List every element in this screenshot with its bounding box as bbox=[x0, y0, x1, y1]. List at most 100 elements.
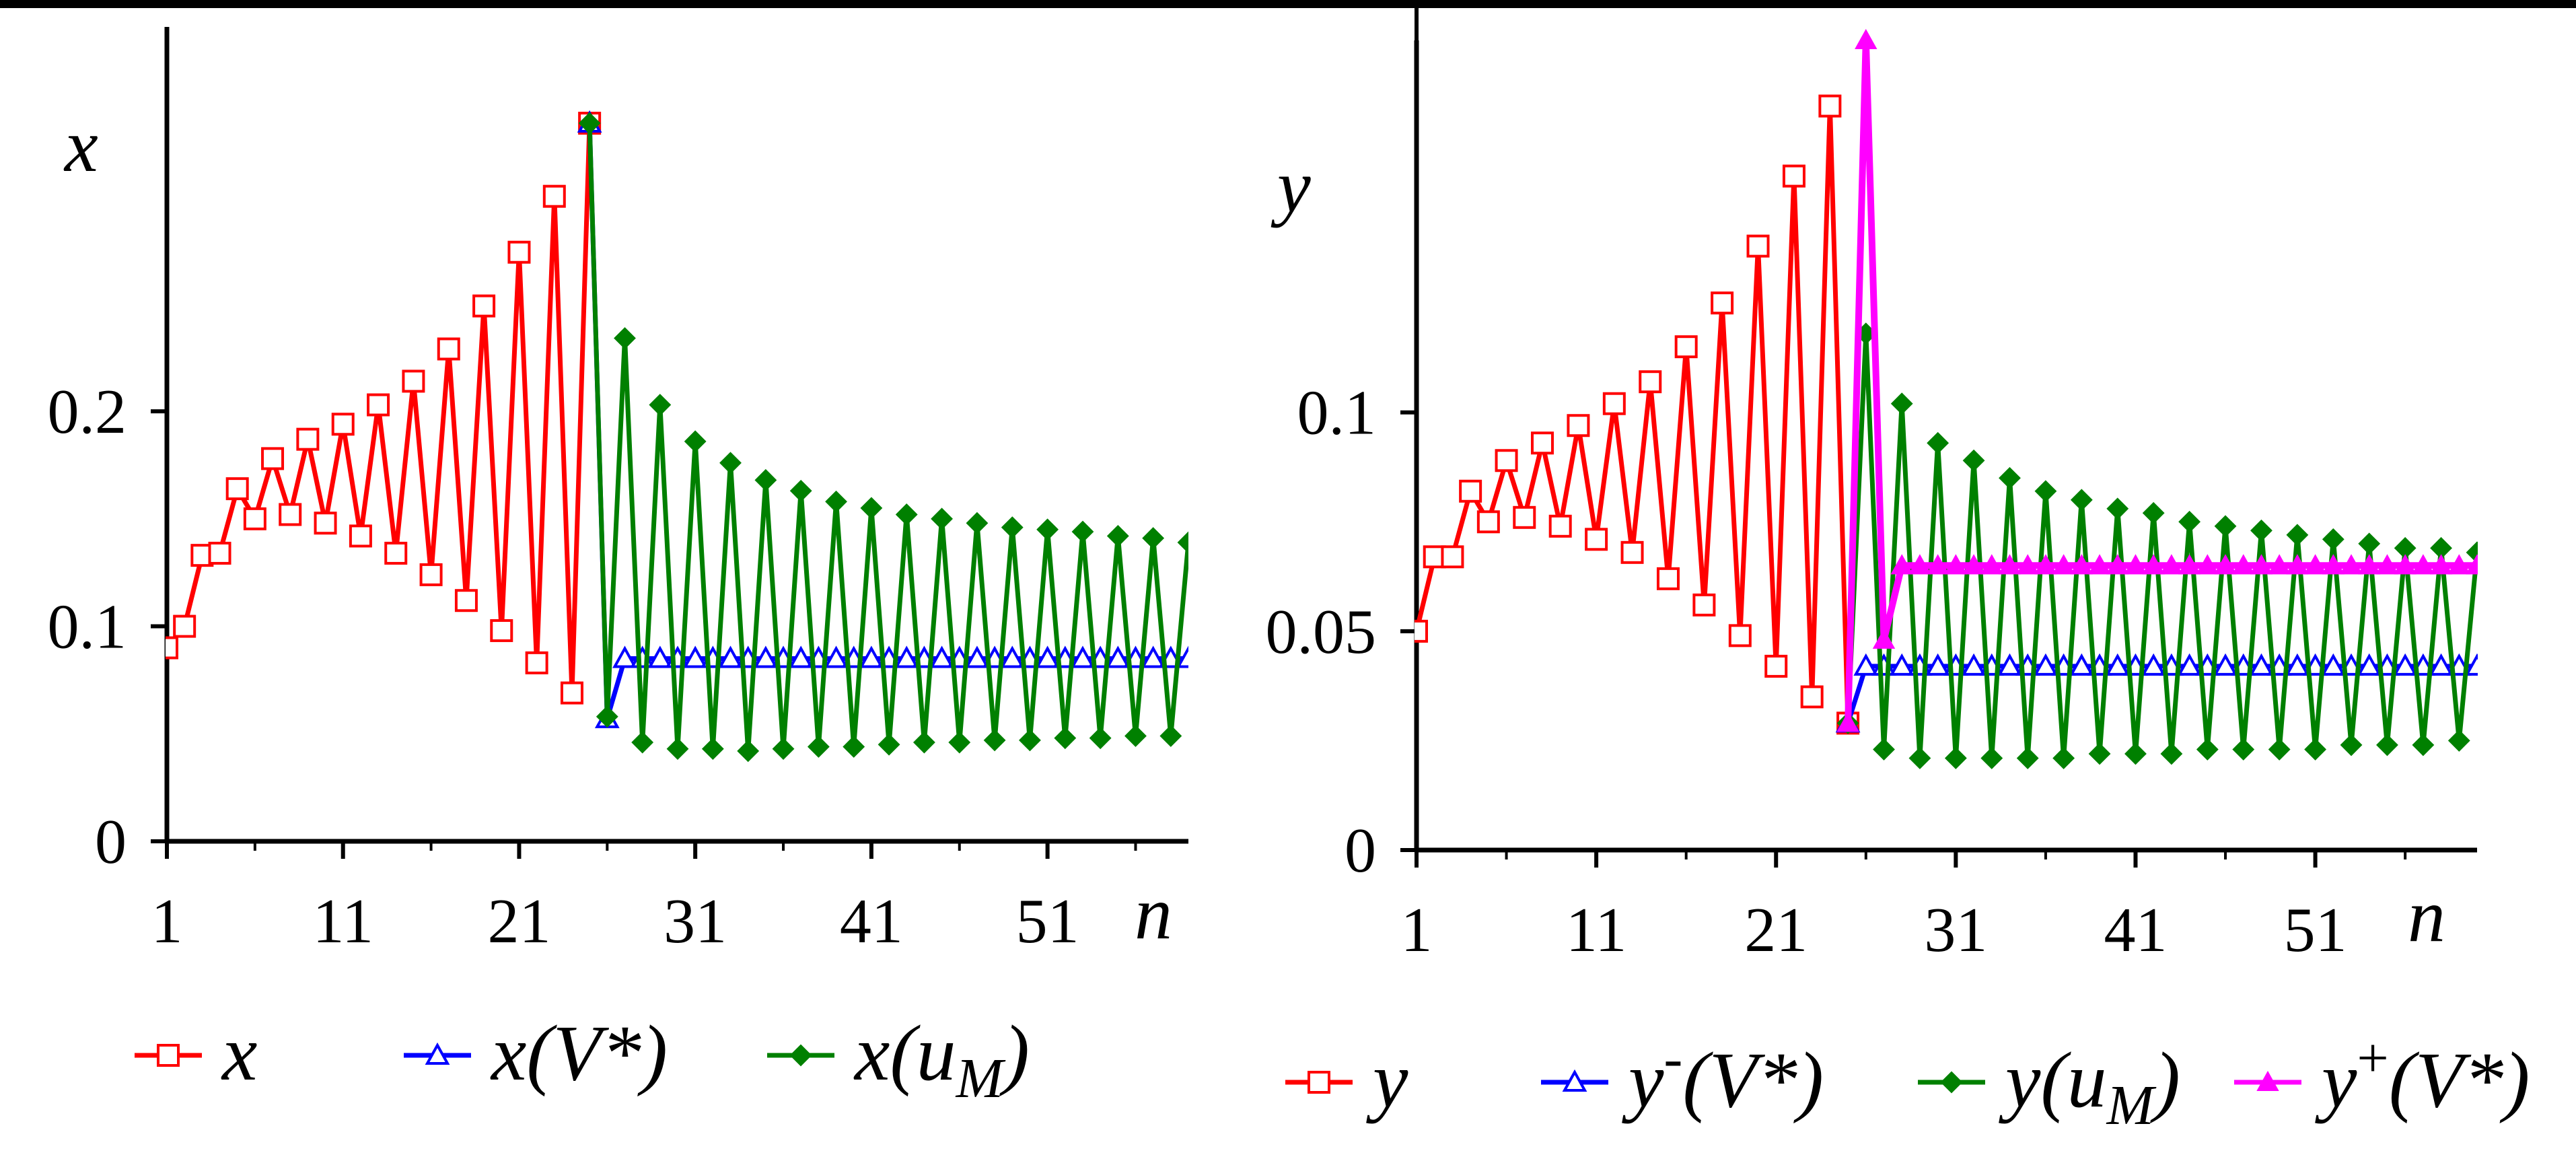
filled-triangle-marker bbox=[2196, 554, 2219, 575]
filled-triangle-marker bbox=[2268, 554, 2291, 575]
open-square-marker bbox=[1476, 510, 1500, 534]
series-y bbox=[1415, 94, 1860, 735]
filled-diamond-marker bbox=[2322, 528, 2345, 551]
legend-item-x: x bbox=[135, 1009, 257, 1097]
filled-diamond-marker bbox=[614, 327, 636, 349]
series-line bbox=[1415, 104, 1851, 724]
legend-item-x-v: x(V*) bbox=[404, 1009, 668, 1097]
filled-diamond-marker bbox=[1071, 520, 1094, 543]
filled-diamond-marker bbox=[2106, 497, 2129, 520]
x-tick-label: 31 bbox=[1924, 895, 1987, 965]
open-square-marker bbox=[243, 507, 266, 530]
filled-triangle-marker bbox=[2160, 554, 2183, 575]
open-square-marker bbox=[454, 589, 478, 612]
open-square-marker bbox=[1530, 431, 1554, 455]
filled-diamond-marker bbox=[878, 733, 900, 756]
x-tick-label: 41 bbox=[840, 886, 903, 956]
open-triangle-marker bbox=[1562, 1069, 1587, 1092]
filled-diamond-marker bbox=[913, 731, 935, 754]
filled-diamond-marker bbox=[2358, 532, 2381, 555]
series-y-v bbox=[1836, 28, 2478, 732]
filled-diamond-marker bbox=[843, 736, 865, 758]
filled-triangle-marker bbox=[1890, 554, 1913, 575]
open-triangle-marker bbox=[2285, 653, 2310, 676]
filled-diamond-marker bbox=[1142, 527, 1165, 549]
filled-diamond-marker bbox=[895, 503, 918, 526]
filled-triangle-marker bbox=[2142, 554, 2165, 575]
top-border-bar bbox=[0, 0, 2576, 8]
filled-triangle-marker bbox=[2088, 554, 2111, 575]
filled-diamond-marker bbox=[1089, 727, 1112, 750]
x-tick-label: 21 bbox=[487, 886, 550, 956]
open-triangle-marker bbox=[2033, 653, 2059, 676]
filled-triangle-marker bbox=[2340, 554, 2363, 575]
open-square-marker bbox=[525, 651, 548, 674]
open-triangle-marker bbox=[2177, 653, 2203, 676]
filled-triangle-marker bbox=[1855, 28, 1877, 49]
filled-diamond-marker bbox=[1036, 518, 1059, 541]
filled-diamond-marker bbox=[1106, 524, 1129, 547]
open-square-marker bbox=[1746, 234, 1770, 258]
filled-diamond-marker bbox=[931, 507, 954, 530]
open-square-marker bbox=[261, 447, 285, 470]
filled-triangle-marker bbox=[2286, 554, 2309, 575]
legend-label: y(uM) bbox=[1999, 1036, 2180, 1137]
open-square-marker bbox=[367, 393, 390, 417]
open-triangle-marker bbox=[2213, 653, 2238, 676]
filled-triangle-marker bbox=[1980, 554, 2003, 575]
open-triangle-marker bbox=[894, 645, 919, 668]
filled-diamond-marker bbox=[2142, 501, 2165, 524]
filled-triangle-marker bbox=[2375, 554, 2399, 575]
y-tick-label: 0.1 bbox=[1297, 378, 1377, 448]
open-square-marker bbox=[157, 1044, 180, 1067]
open-square-marker bbox=[1459, 479, 1482, 503]
open-triangle-marker bbox=[964, 645, 990, 668]
open-triangle-marker bbox=[425, 1042, 450, 1065]
open-triangle-marker bbox=[2069, 653, 2094, 676]
series-y-u-m bbox=[1836, 322, 2478, 769]
filled-triangle-marker bbox=[2412, 554, 2435, 575]
x-tick-label: 41 bbox=[2104, 895, 2167, 965]
filled-diamond-marker bbox=[1962, 449, 1985, 472]
open-triangle-marker bbox=[999, 645, 1025, 668]
filled-triangle-marker bbox=[2358, 554, 2381, 575]
open-triangle-marker bbox=[1105, 645, 1131, 668]
open-square-marker bbox=[1674, 335, 1698, 359]
open-triangle-marker bbox=[1176, 645, 1188, 668]
legend: x x(V*) x(uM) bbox=[135, 1009, 1030, 1110]
open-square-marker bbox=[507, 240, 531, 264]
open-triangle-marker bbox=[1925, 653, 1951, 676]
open-square-marker bbox=[166, 636, 178, 660]
filled-diamond-marker bbox=[948, 731, 971, 754]
filled-diamond-marker bbox=[2340, 734, 2363, 757]
filled-triangle-marker bbox=[1872, 628, 1896, 649]
open-square-marker bbox=[349, 524, 372, 548]
y-axis-title: y bbox=[1271, 145, 1311, 228]
filled-diamond-marker bbox=[2376, 734, 2398, 757]
x-tick-label: 51 bbox=[1016, 886, 1079, 956]
filled-diamond-marker bbox=[1873, 738, 1895, 761]
open-square-marker bbox=[1441, 545, 1464, 569]
y-tick-label: 0 bbox=[1345, 816, 1376, 886]
series-x bbox=[166, 112, 602, 705]
x-axis-title: n bbox=[1135, 872, 1172, 955]
filled-triangle-marker bbox=[1908, 554, 1931, 575]
filled-diamond-marker bbox=[1177, 531, 1188, 554]
open-triangle-marker bbox=[2429, 653, 2454, 676]
filled-triangle-marker bbox=[2232, 554, 2255, 575]
open-square-marker bbox=[402, 370, 425, 393]
filled-diamond-marker bbox=[1159, 725, 1182, 747]
filled-diamond-marker bbox=[1908, 747, 1931, 769]
filled-diamond-marker bbox=[2124, 742, 2147, 765]
series-line bbox=[587, 122, 1188, 722]
legend-item-y-v: y-(V*) bbox=[1541, 1027, 1824, 1124]
y-axis-title: x bbox=[63, 104, 98, 188]
legend-label: x bbox=[221, 1009, 257, 1097]
open-triangle-marker bbox=[788, 645, 814, 668]
open-triangle-marker bbox=[682, 645, 708, 668]
open-square-marker bbox=[1639, 370, 1662, 394]
plot-area bbox=[1415, 28, 2478, 769]
open-square-marker bbox=[437, 337, 460, 361]
filled-diamond-marker bbox=[1124, 725, 1147, 747]
